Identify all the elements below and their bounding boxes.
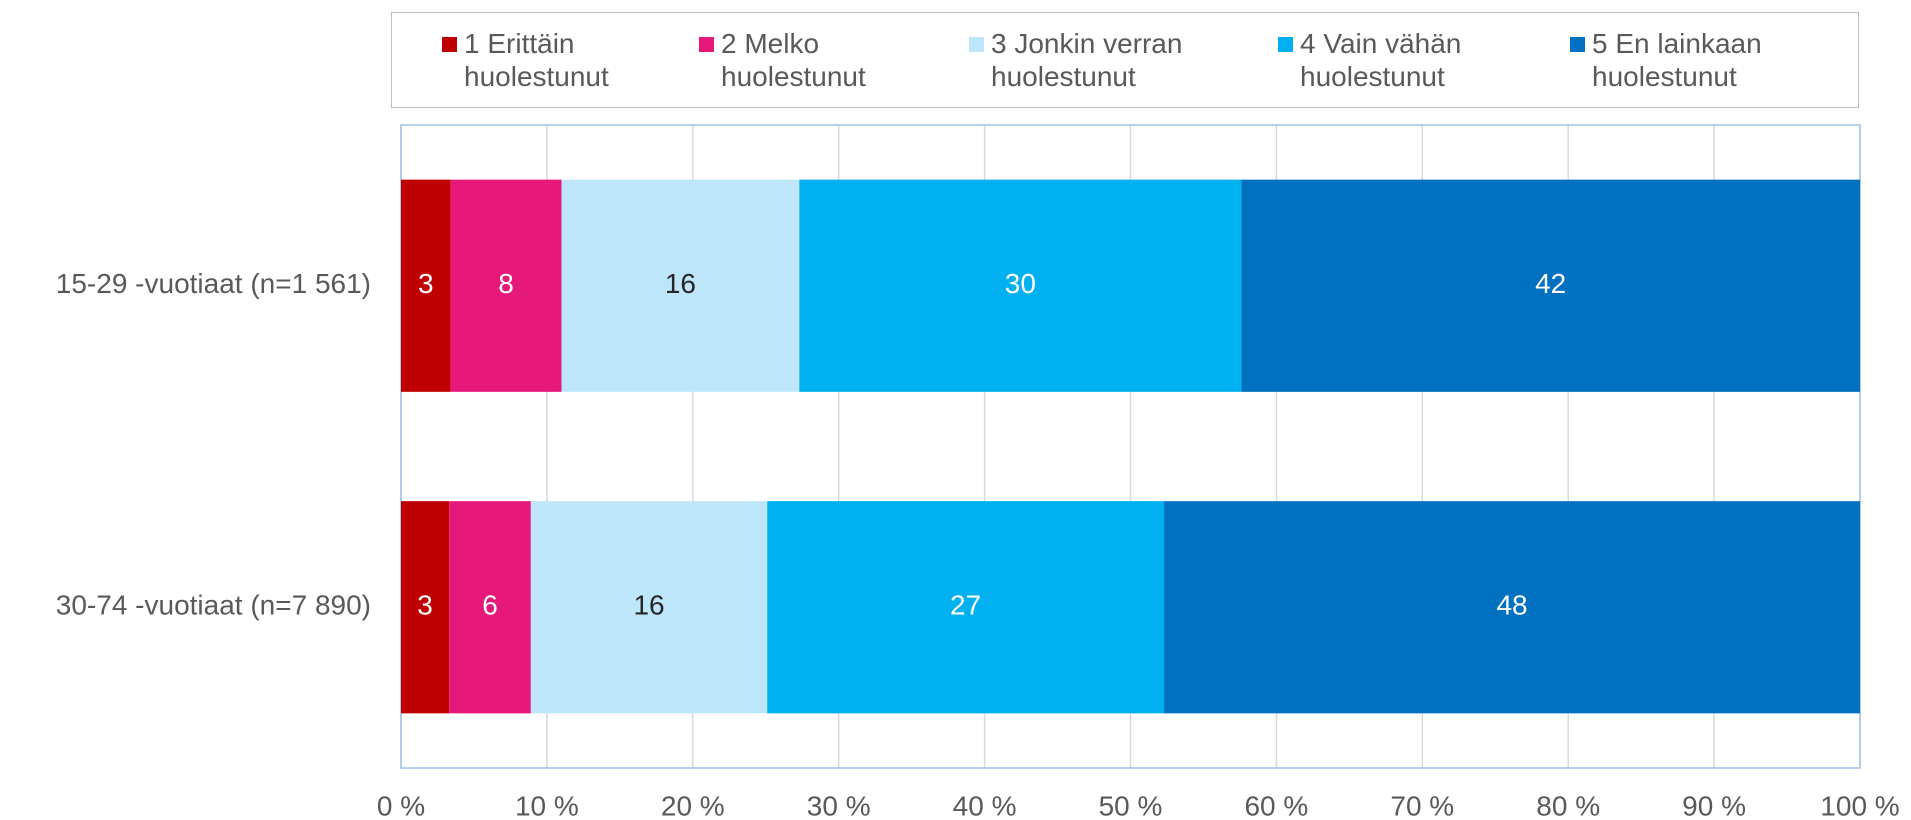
data-label: 30	[1005, 268, 1036, 299]
data-label: 42	[1535, 268, 1566, 299]
legend-swatch	[699, 37, 714, 52]
bar-segment	[401, 501, 450, 714]
data-label: 8	[498, 268, 514, 299]
legend-item: 1 Erittäin huolestunut	[442, 27, 694, 93]
bar-segment	[1241, 179, 1860, 392]
data-label: 3	[418, 268, 434, 299]
legend-item: 3 Jonkin verran huolestunut	[969, 27, 1221, 93]
x-tick-label: 70 %	[1390, 790, 1454, 820]
x-tick-label: 90 %	[1682, 790, 1746, 820]
legend-swatch	[442, 37, 457, 52]
legend-swatch	[1278, 37, 1293, 52]
bar-segment	[1164, 501, 1860, 714]
data-label: 6	[482, 590, 498, 621]
bar-segment	[450, 179, 562, 392]
bar-segment	[561, 179, 800, 392]
x-tick-label: 30 %	[807, 790, 871, 820]
legend: 1 Erittäin huolestunut 2 Melko huolestunu…	[391, 12, 1859, 108]
data-label: 3	[417, 590, 433, 621]
bar-segment	[401, 179, 451, 392]
legend-item: 4 Vain vähän huolestunut	[1278, 27, 1530, 93]
legend-swatch	[1570, 37, 1585, 52]
x-tick-label: 40 %	[953, 790, 1017, 820]
x-tick-label: 10 %	[515, 790, 579, 820]
x-tick-label: 60 %	[1244, 790, 1308, 820]
x-tick-label: 0 %	[377, 790, 425, 820]
legend-label: 1 Erittäin huolestunut	[464, 28, 609, 92]
x-tick-label: 20 %	[661, 790, 725, 820]
plot-border	[400, 124, 1861, 769]
y-tick-label: 30-74 -vuotiaat (n=7 890)	[56, 590, 371, 621]
x-tick-label: 100 %	[1820, 790, 1899, 820]
x-tick-label: 50 %	[1099, 790, 1163, 820]
x-tick-label: 80 %	[1536, 790, 1600, 820]
legend-item: 5 En lainkaan huolestunut	[1570, 27, 1822, 93]
bar-segment	[530, 501, 768, 714]
legend-label: 2 Melko huolestunut	[721, 28, 866, 92]
y-tick-label: 15-29 -vuotiaat (n=1 561)	[56, 268, 371, 299]
data-label: 27	[950, 590, 981, 621]
bar-segment	[799, 179, 1242, 392]
legend-label: 3 Jonkin verran huolestunut	[991, 28, 1183, 92]
legend-label: 5 En lainkaan huolestunut	[1592, 28, 1762, 92]
legend-item: 2 Melko huolestunut	[699, 27, 951, 93]
legend-label: 4 Vain vähän huolestunut	[1300, 28, 1462, 92]
bar-segment	[449, 501, 531, 714]
legend-swatch	[969, 37, 984, 52]
bar-segment	[767, 501, 1165, 714]
data-label: 16	[633, 590, 664, 621]
data-label: 16	[665, 268, 696, 299]
data-label: 48	[1496, 590, 1527, 621]
